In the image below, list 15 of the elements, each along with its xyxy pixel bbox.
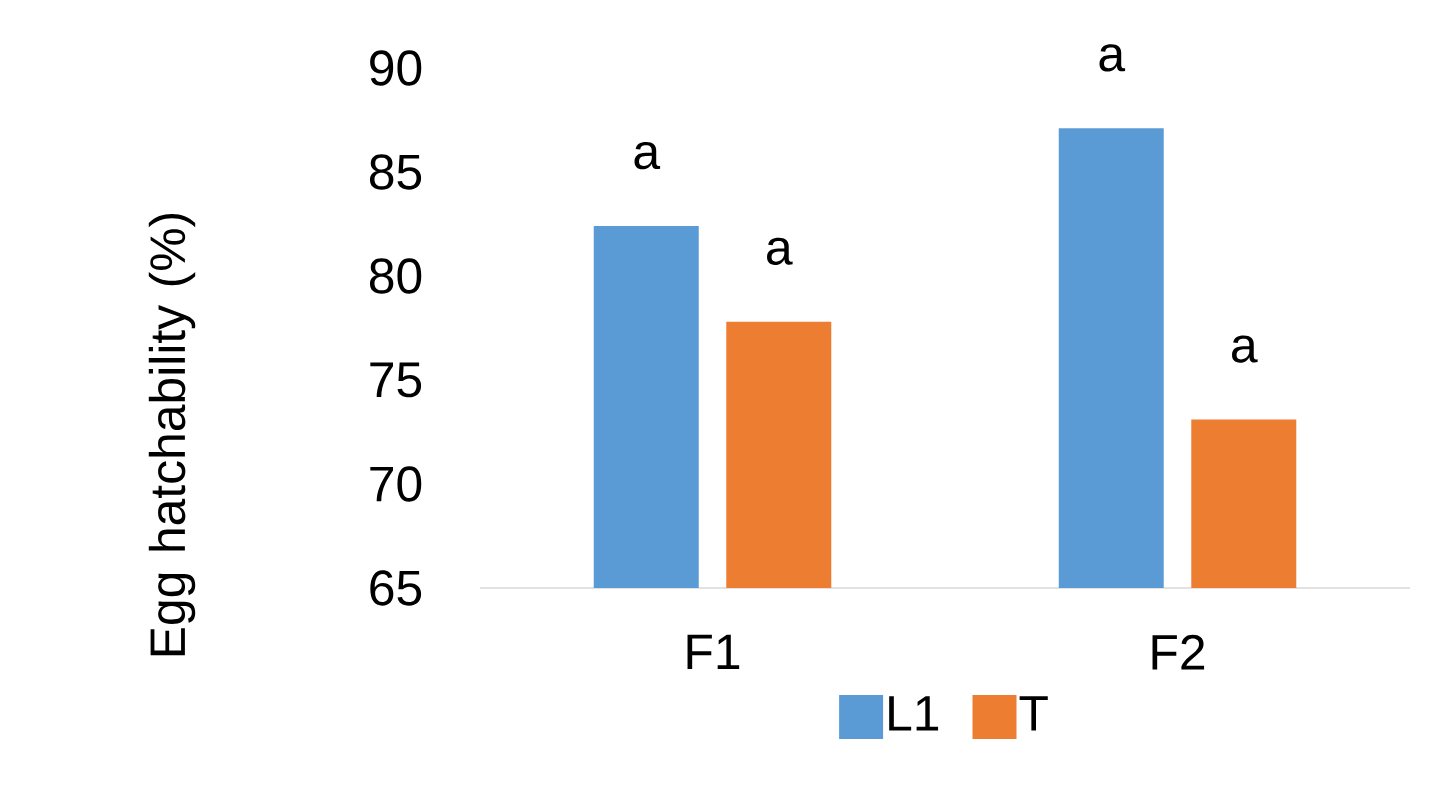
y-axis-title: Egg hatchability (%) (148, 213, 196, 656)
annotation: a (767, 237, 793, 265)
annotation: a (634, 141, 661, 170)
x-tick-label: F1 (687, 634, 740, 670)
annotation: a (1099, 44, 1126, 72)
y-tick-label: 80 (369, 258, 422, 294)
y-tick-label: 65 (370, 570, 422, 606)
y-tick-label: 75 (370, 362, 422, 398)
legend-label: L1 (889, 696, 939, 731)
y-tick-label: 70 (370, 466, 422, 502)
y-tick-label: 85 (369, 154, 422, 190)
x-tick-label: F2 (1152, 634, 1205, 670)
annotation: a (1232, 335, 1258, 363)
y-tick-label: 90 (370, 50, 422, 86)
legend-label: T (1019, 696, 1048, 731)
